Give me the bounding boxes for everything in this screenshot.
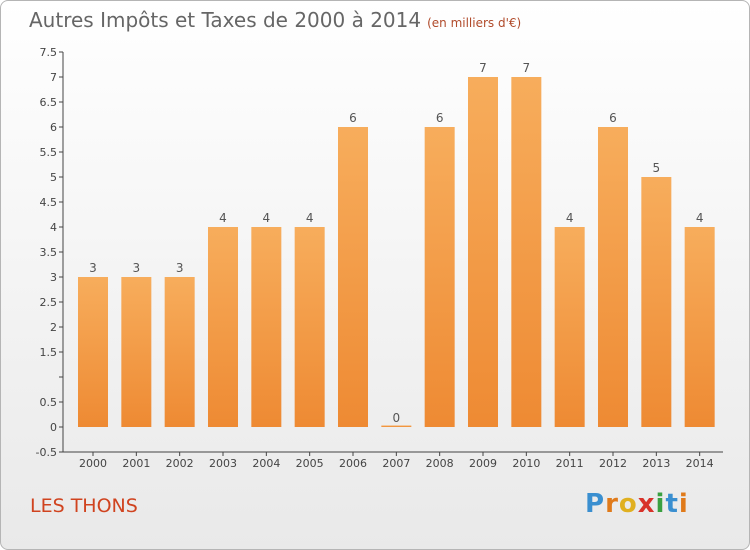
x-tick-label: 2011 [556,457,584,470]
y-tick-label: -0.5 [36,446,57,459]
y-tick-label: 4.5 [40,196,58,209]
x-tick-label: 2003 [209,457,237,470]
y-tick-label: 1.5 [40,346,58,359]
x-tick-label: 2007 [382,457,410,470]
data-label: 0 [393,411,401,425]
proxiti-logo: Proxiti [585,489,689,519]
bar [208,227,238,427]
data-label: 6 [349,111,357,125]
bar [684,227,715,427]
bar [598,127,628,427]
x-tick-label: 2008 [426,457,454,470]
bar [468,77,498,427]
logo-letter: P [585,489,606,519]
data-label: 4 [696,211,704,225]
chart-title: Autres Impôts et Taxes de 2000 à 2014 (en… [29,8,521,32]
x-tick-label: 2005 [296,457,324,470]
commune-name: LES THONS [30,495,138,517]
x-tick-label: 2000 [79,457,107,470]
y-tick-label: 2 [50,321,57,334]
x-tick-label: 2001 [122,457,150,470]
bars: 3 3 3 4 4 4 6 0 6 7 7 4 6 5 4 [78,61,715,427]
logo-letter: x [637,489,656,519]
data-label: 4 [306,211,314,225]
y-tick-label: 5 [50,171,57,184]
logo-letter: o [618,489,638,519]
bar [164,277,195,427]
data-label: 3 [133,261,141,275]
chart-subtitle: (en milliers d'€) [427,16,522,30]
data-label: 3 [176,261,184,275]
data-label: 5 [653,161,661,175]
y-tick-label: 7 [50,71,57,84]
x-tick-label: 2014 [686,457,714,470]
bar [121,277,152,427]
x-tick-label: 2004 [252,457,280,470]
logo-letter: t [665,489,679,519]
x-tick-label: 2010 [512,457,540,470]
y-tick-label: 7.5 [40,46,58,59]
logo-letter: i [655,489,666,519]
x-tick-label: 2012 [599,457,627,470]
bar [381,425,412,427]
y-tick-label: 0 [50,421,57,434]
x-tick-label: 2006 [339,457,367,470]
y-tick-label: 3.5 [40,246,58,259]
x-tick-label: 2002 [166,457,194,470]
y-tick-label: 3 [50,271,57,284]
data-label: 4 [219,211,227,225]
y-tick-label: 2.5 [40,296,58,309]
bar [294,227,325,427]
bar [251,227,282,427]
logo-letter: r [605,489,619,519]
y-tick-label: 4 [50,221,57,234]
bar [554,227,585,427]
bar [424,127,455,427]
data-label: 4 [263,211,271,225]
bar [511,77,542,427]
data-label: 7 [479,61,487,75]
logo-letter: i [678,489,689,519]
data-label: 6 [609,111,617,125]
x-tick-label: 2013 [642,457,670,470]
bar [641,177,672,427]
data-label: 4 [566,211,574,225]
title-text: Autres Impôts et Taxes de 2000 à 2014 [29,8,422,32]
y-tick-label: 6 [50,121,57,134]
data-label: 7 [523,61,531,75]
data-label: 3 [89,261,97,275]
bar [78,277,108,427]
x-tick-label: 2009 [469,457,497,470]
y-tick-label: 6.5 [40,96,58,109]
y-tick-label: 0.5 [40,396,58,409]
bar [338,127,368,427]
axes: -0.5 0 0.5 1.5 2 2.5 3 3.5 4 4.5 5 5.5 6 6.5 7 7.5 2000 2… [36,46,723,470]
data-label: 6 [436,111,444,125]
y-tick-label: 5.5 [40,146,58,159]
